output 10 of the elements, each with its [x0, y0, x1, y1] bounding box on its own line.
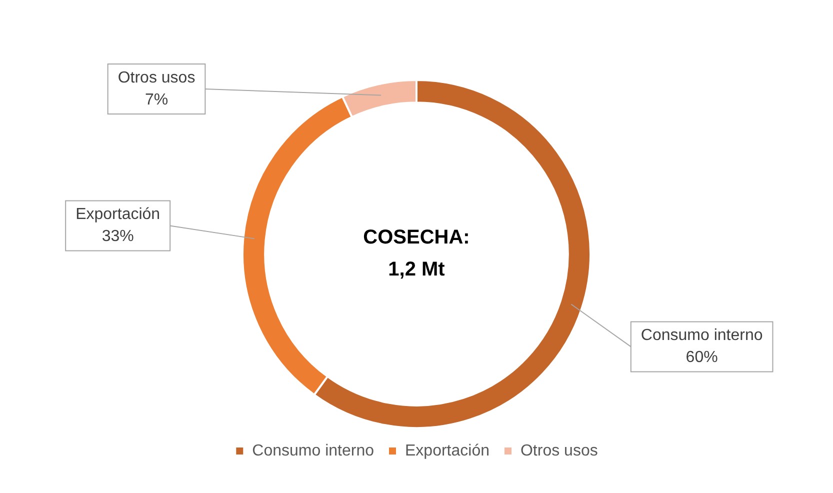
slice-label: Exportación: [76, 206, 160, 224]
data-label: 33%: [102, 228, 134, 246]
legend-label: Otros usos: [520, 442, 598, 460]
slice-label: Consumo interno: [640, 327, 763, 344]
slice-label: Otros usos: [118, 69, 196, 86]
legend-label: Consumo interno: [252, 442, 374, 460]
legend-label: Exportación: [404, 442, 490, 460]
data-label: 7%: [144, 91, 168, 108]
text: COSECHA: 1,2 Mt: [363, 226, 470, 281]
data-label: 60%: [686, 349, 718, 366]
